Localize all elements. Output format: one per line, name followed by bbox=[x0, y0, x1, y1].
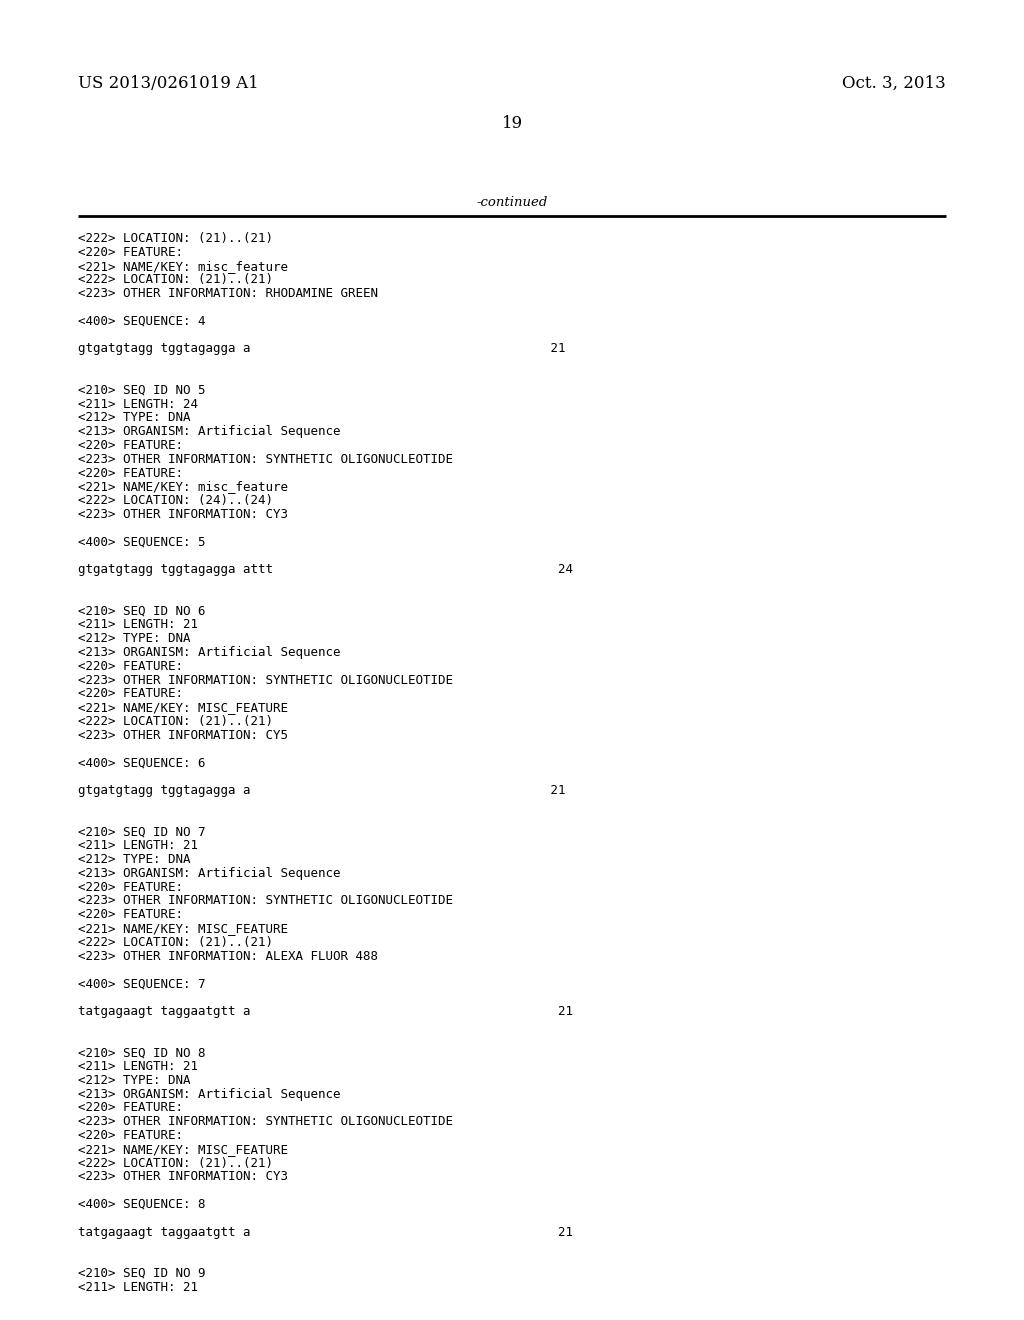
Text: <211> LENGTH: 24: <211> LENGTH: 24 bbox=[78, 397, 198, 411]
Text: <220> FEATURE:: <220> FEATURE: bbox=[78, 466, 183, 479]
Text: <222> LOCATION: (21)..(21): <222> LOCATION: (21)..(21) bbox=[78, 232, 273, 246]
Text: -continued: -continued bbox=[476, 195, 548, 209]
Text: <211> LENGTH: 21: <211> LENGTH: 21 bbox=[78, 1060, 198, 1073]
Text: <213> ORGANISM: Artificial Sequence: <213> ORGANISM: Artificial Sequence bbox=[78, 425, 341, 438]
Text: <220> FEATURE:: <220> FEATURE: bbox=[78, 440, 183, 451]
Text: <210> SEQ ID NO 9: <210> SEQ ID NO 9 bbox=[78, 1267, 206, 1280]
Text: <221> NAME/KEY: misc_feature: <221> NAME/KEY: misc_feature bbox=[78, 260, 288, 273]
Text: <220> FEATURE:: <220> FEATURE: bbox=[78, 1129, 183, 1142]
Text: <220> FEATURE:: <220> FEATURE: bbox=[78, 908, 183, 921]
Text: <400> SEQUENCE: 8: <400> SEQUENCE: 8 bbox=[78, 1199, 206, 1210]
Text: <210> SEQ ID NO 5: <210> SEQ ID NO 5 bbox=[78, 384, 206, 397]
Text: <223> OTHER INFORMATION: SYNTHETIC OLIGONUCLEOTIDE: <223> OTHER INFORMATION: SYNTHETIC OLIGO… bbox=[78, 453, 453, 466]
Text: <222> LOCATION: (21)..(21): <222> LOCATION: (21)..(21) bbox=[78, 1156, 273, 1170]
Text: <223> OTHER INFORMATION: CY5: <223> OTHER INFORMATION: CY5 bbox=[78, 729, 288, 742]
Text: gtgatgtagg tggtagagga a                                        21: gtgatgtagg tggtagagga a 21 bbox=[78, 784, 565, 797]
Text: <211> LENGTH: 21: <211> LENGTH: 21 bbox=[78, 618, 198, 631]
Text: <222> LOCATION: (21)..(21): <222> LOCATION: (21)..(21) bbox=[78, 936, 273, 949]
Text: <222> LOCATION: (21)..(21): <222> LOCATION: (21)..(21) bbox=[78, 715, 273, 729]
Text: <222> LOCATION: (21)..(21): <222> LOCATION: (21)..(21) bbox=[78, 273, 273, 286]
Text: <213> ORGANISM: Artificial Sequence: <213> ORGANISM: Artificial Sequence bbox=[78, 1088, 341, 1101]
Text: <223> OTHER INFORMATION: SYNTHETIC OLIGONUCLEOTIDE: <223> OTHER INFORMATION: SYNTHETIC OLIGO… bbox=[78, 1115, 453, 1129]
Text: <213> ORGANISM: Artificial Sequence: <213> ORGANISM: Artificial Sequence bbox=[78, 645, 341, 659]
Text: <210> SEQ ID NO 8: <210> SEQ ID NO 8 bbox=[78, 1047, 206, 1059]
Text: gtgatgtagg tggtagagga a                                        21: gtgatgtagg tggtagagga a 21 bbox=[78, 342, 565, 355]
Text: <212> TYPE: DNA: <212> TYPE: DNA bbox=[78, 412, 190, 425]
Text: <222> LOCATION: (24)..(24): <222> LOCATION: (24)..(24) bbox=[78, 494, 273, 507]
Text: <221> NAME/KEY: misc_feature: <221> NAME/KEY: misc_feature bbox=[78, 480, 288, 494]
Text: <223> OTHER INFORMATION: SYNTHETIC OLIGONUCLEOTIDE: <223> OTHER INFORMATION: SYNTHETIC OLIGO… bbox=[78, 673, 453, 686]
Text: <223> OTHER INFORMATION: SYNTHETIC OLIGONUCLEOTIDE: <223> OTHER INFORMATION: SYNTHETIC OLIGO… bbox=[78, 895, 453, 907]
Text: <223> OTHER INFORMATION: ALEXA FLUOR 488: <223> OTHER INFORMATION: ALEXA FLUOR 488 bbox=[78, 949, 378, 962]
Text: US 2013/0261019 A1: US 2013/0261019 A1 bbox=[78, 75, 259, 92]
Text: <400> SEQUENCE: 6: <400> SEQUENCE: 6 bbox=[78, 756, 206, 770]
Text: gtgatgtagg tggtagagga attt                                      24: gtgatgtagg tggtagagga attt 24 bbox=[78, 564, 573, 577]
Text: <210> SEQ ID NO 7: <210> SEQ ID NO 7 bbox=[78, 825, 206, 838]
Text: <400> SEQUENCE: 4: <400> SEQUENCE: 4 bbox=[78, 314, 206, 327]
Text: <221> NAME/KEY: MISC_FEATURE: <221> NAME/KEY: MISC_FEATURE bbox=[78, 1143, 288, 1156]
Text: <223> OTHER INFORMATION: RHODAMINE GREEN: <223> OTHER INFORMATION: RHODAMINE GREEN bbox=[78, 288, 378, 300]
Text: <212> TYPE: DNA: <212> TYPE: DNA bbox=[78, 632, 190, 645]
Text: <213> ORGANISM: Artificial Sequence: <213> ORGANISM: Artificial Sequence bbox=[78, 867, 341, 880]
Text: <220> FEATURE:: <220> FEATURE: bbox=[78, 246, 183, 259]
Text: <220> FEATURE:: <220> FEATURE: bbox=[78, 660, 183, 673]
Text: <220> FEATURE:: <220> FEATURE: bbox=[78, 880, 183, 894]
Text: <400> SEQUENCE: 5: <400> SEQUENCE: 5 bbox=[78, 536, 206, 549]
Text: <400> SEQUENCE: 7: <400> SEQUENCE: 7 bbox=[78, 977, 206, 990]
Text: <221> NAME/KEY: MISC_FEATURE: <221> NAME/KEY: MISC_FEATURE bbox=[78, 701, 288, 714]
Text: <212> TYPE: DNA: <212> TYPE: DNA bbox=[78, 853, 190, 866]
Text: <211> LENGTH: 21: <211> LENGTH: 21 bbox=[78, 840, 198, 853]
Text: <221> NAME/KEY: MISC_FEATURE: <221> NAME/KEY: MISC_FEATURE bbox=[78, 921, 288, 935]
Text: <223> OTHER INFORMATION: CY3: <223> OTHER INFORMATION: CY3 bbox=[78, 1171, 288, 1184]
Text: tatgagaagt taggaatgtt a                                         21: tatgagaagt taggaatgtt a 21 bbox=[78, 1005, 573, 1018]
Text: 19: 19 bbox=[502, 115, 522, 132]
Text: <211> LENGTH: 21: <211> LENGTH: 21 bbox=[78, 1280, 198, 1294]
Text: <212> TYPE: DNA: <212> TYPE: DNA bbox=[78, 1073, 190, 1086]
Text: <220> FEATURE:: <220> FEATURE: bbox=[78, 688, 183, 701]
Text: <220> FEATURE:: <220> FEATURE: bbox=[78, 1101, 183, 1114]
Text: <210> SEQ ID NO 6: <210> SEQ ID NO 6 bbox=[78, 605, 206, 618]
Text: Oct. 3, 2013: Oct. 3, 2013 bbox=[843, 75, 946, 92]
Text: tatgagaagt taggaatgtt a                                         21: tatgagaagt taggaatgtt a 21 bbox=[78, 1225, 573, 1238]
Text: <223> OTHER INFORMATION: CY3: <223> OTHER INFORMATION: CY3 bbox=[78, 508, 288, 521]
